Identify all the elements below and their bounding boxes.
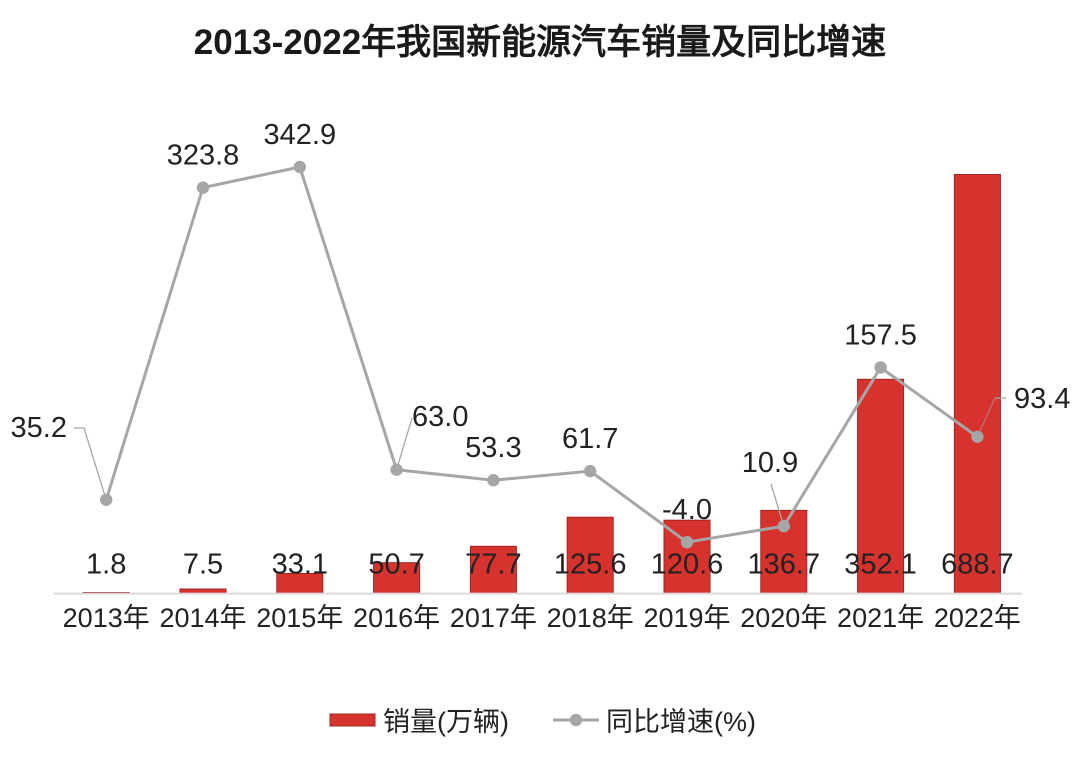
svg-text:2015年: 2015年 (256, 603, 343, 633)
svg-text:93.4: 93.4 (1014, 383, 1070, 415)
svg-text:688.7: 688.7 (941, 549, 1014, 581)
svg-text:157.5: 157.5 (844, 320, 917, 352)
svg-text:2016年: 2016年 (353, 603, 440, 633)
svg-text:352.1: 352.1 (844, 549, 917, 581)
svg-text:10.9: 10.9 (742, 447, 798, 479)
svg-text:125.6: 125.6 (554, 549, 627, 581)
svg-text:53.3: 53.3 (465, 432, 521, 464)
svg-text:61.7: 61.7 (562, 423, 618, 455)
svg-text:33.1: 33.1 (272, 549, 328, 581)
svg-text:2021年: 2021年 (837, 603, 924, 633)
svg-text:2013年: 2013年 (63, 603, 150, 633)
svg-text:50.7: 50.7 (368, 549, 424, 581)
svg-text:2022年: 2022年 (934, 603, 1021, 633)
svg-text:35.2: 35.2 (11, 412, 67, 444)
svg-text:77.7: 77.7 (465, 549, 521, 581)
svg-text:136.7: 136.7 (748, 549, 821, 581)
svg-text:-4.0: -4.0 (662, 494, 712, 526)
svg-text:342.9: 342.9 (264, 119, 337, 151)
svg-text:销量(万辆): 销量(万辆) (383, 707, 509, 737)
svg-text:120.6: 120.6 (651, 549, 724, 581)
svg-text:2014年: 2014年 (159, 603, 246, 633)
svg-text:2018年: 2018年 (547, 603, 634, 633)
svg-text:2019年: 2019年 (643, 603, 730, 633)
svg-text:2017年: 2017年 (450, 603, 537, 633)
svg-text:1.8: 1.8 (86, 549, 126, 581)
svg-text:同比增速(%): 同比增速(%) (606, 707, 756, 737)
svg-text:2020年: 2020年 (740, 603, 827, 633)
svg-text:7.5: 7.5 (183, 549, 223, 581)
svg-text:63.0: 63.0 (412, 401, 468, 433)
svg-text:323.8: 323.8 (167, 140, 240, 172)
